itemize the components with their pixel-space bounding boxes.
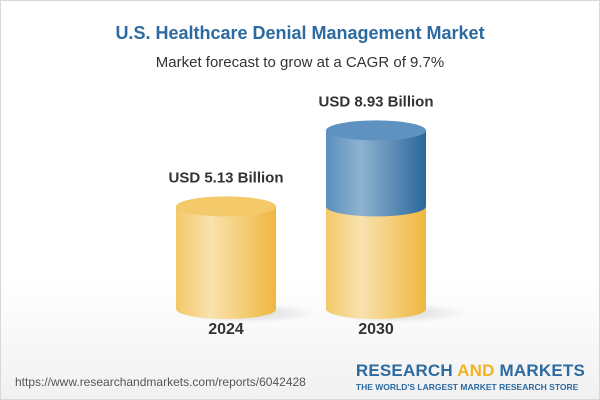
cylinder-chart: USD 5.13 Billion 2024 USD 8.93 Billion 2030 — [168, 93, 468, 338]
bar-growth-2030-top — [326, 120, 426, 141]
category-label-2024: 2024 — [208, 321, 244, 338]
bar-base-2030 — [326, 206, 426, 319]
source-url[interactable]: https://www.researchandmarkets.com/repor… — [15, 375, 306, 389]
bar-growth-2030 — [326, 130, 426, 217]
research-and-markets-logo: RESEARCH AND MARKETS THE WORLD'S LARGEST… — [355, 361, 585, 392]
data-label-2030: USD 8.93 Billion — [318, 93, 433, 110]
chart-subtitle: Market forecast to grow at a CAGR of 9.7… — [155, 54, 445, 71]
bar-2024 — [176, 206, 276, 319]
bar-2024-top — [176, 196, 276, 217]
chart-title: U.S. Healthcare Denial Management Market — [115, 23, 485, 43]
data-label-2024: USD 5.13 Billion — [168, 169, 283, 186]
category-label-2030: 2030 — [358, 321, 394, 338]
